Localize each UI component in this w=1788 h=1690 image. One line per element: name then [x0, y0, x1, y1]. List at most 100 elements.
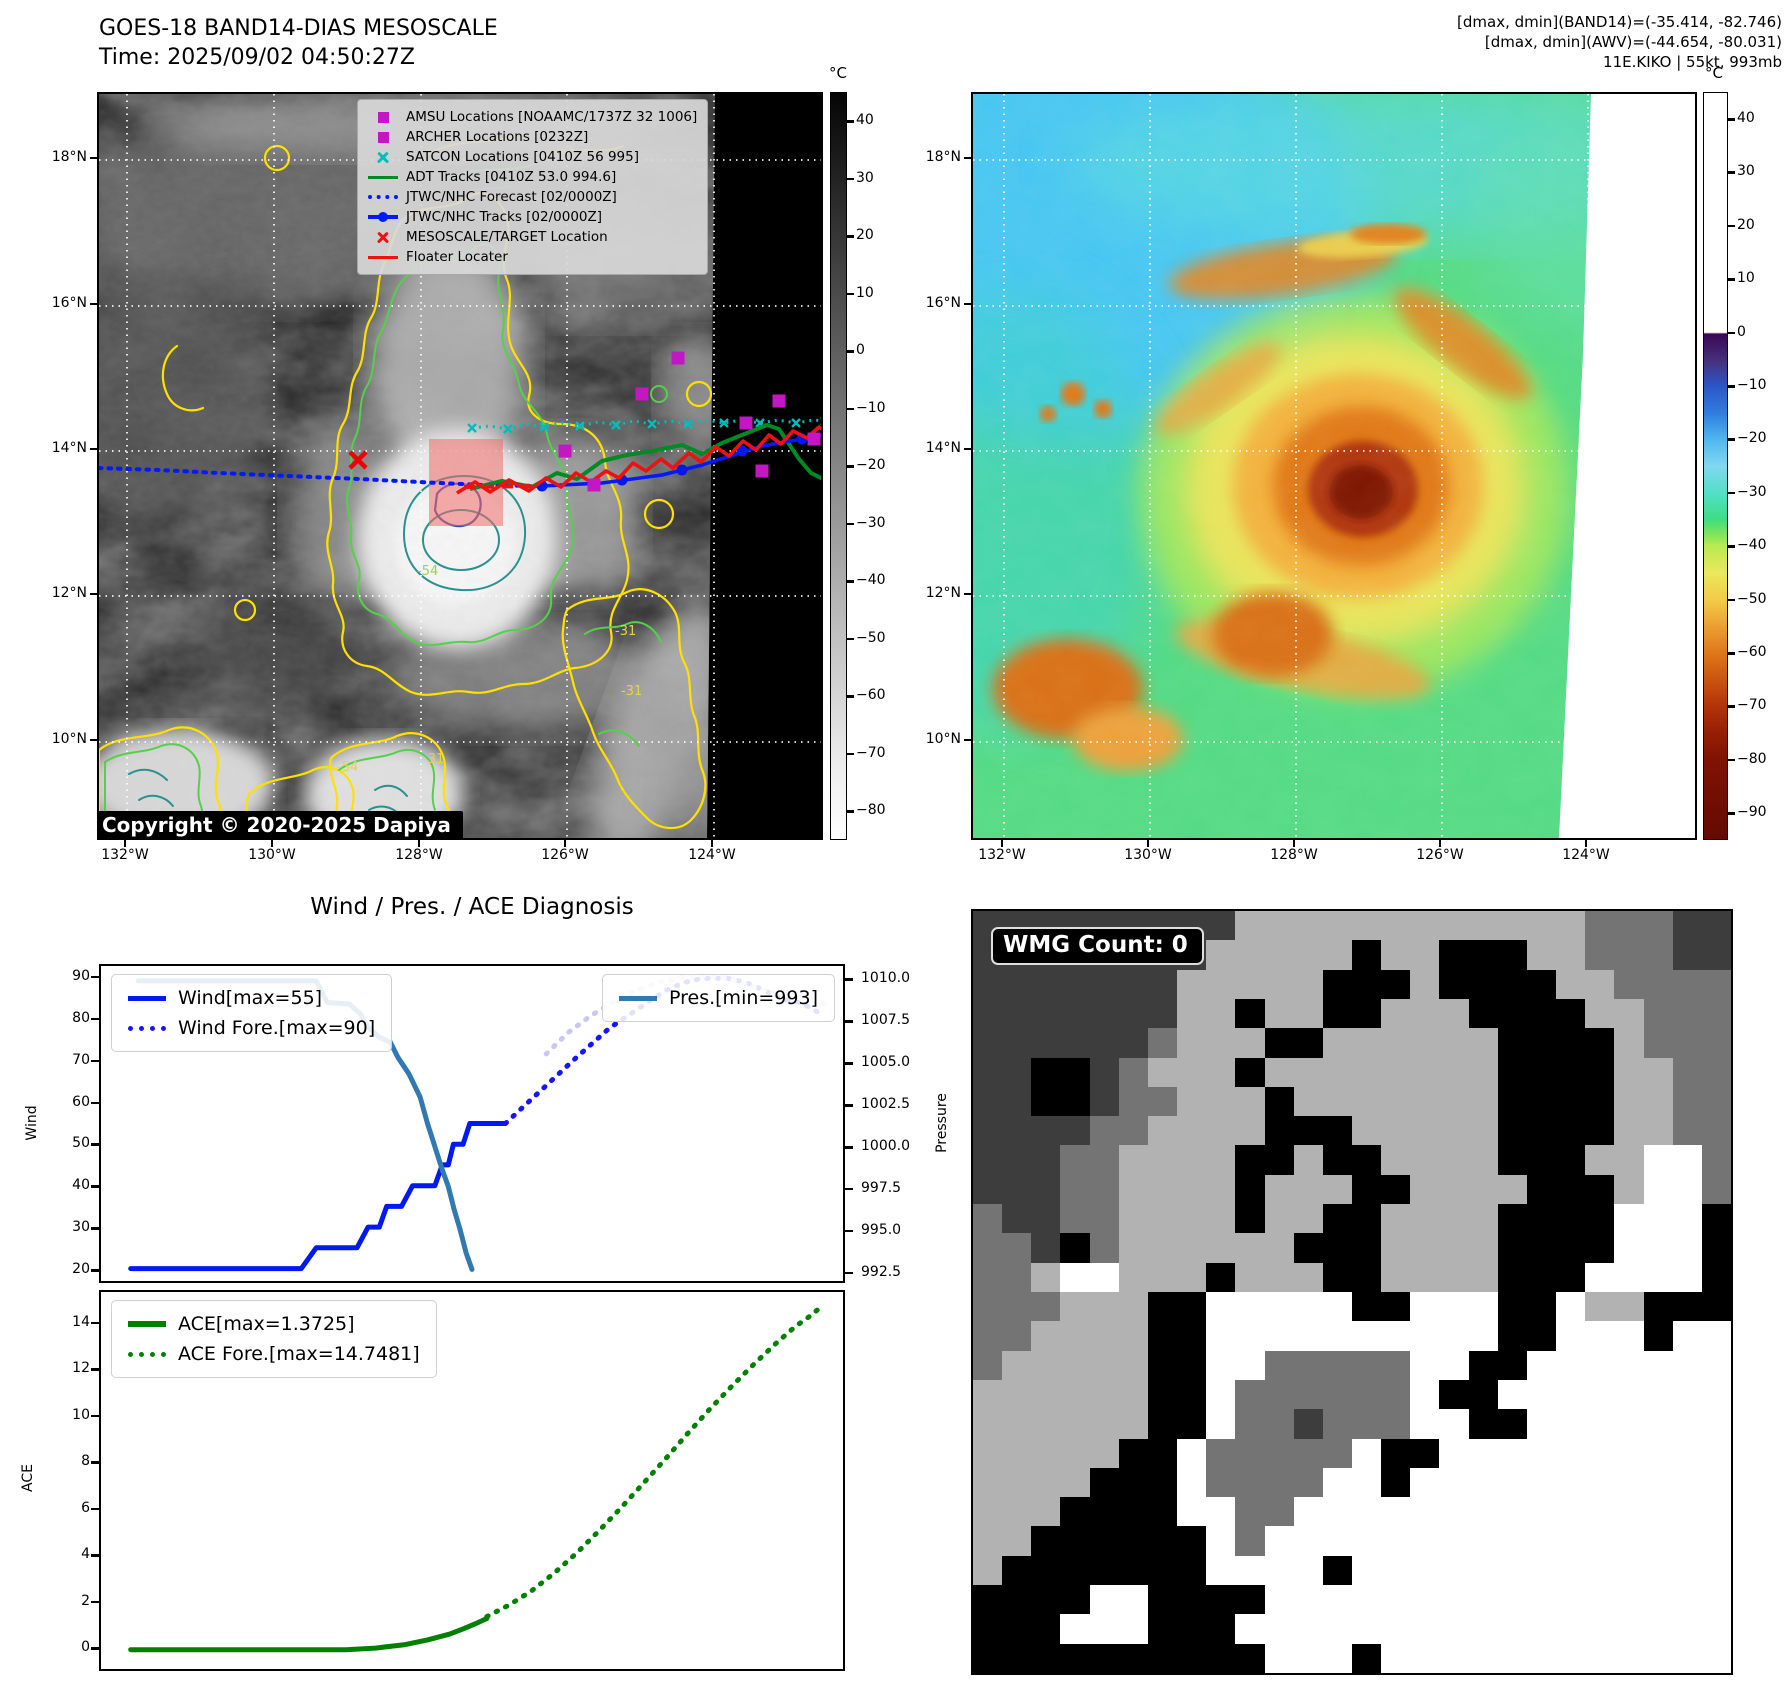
wmg-cell	[1031, 1086, 1061, 1117]
tick-mark	[418, 840, 420, 847]
wmg-cell	[1672, 1233, 1702, 1263]
wmg-cell	[1556, 1204, 1586, 1234]
wmg-cell	[1002, 1262, 1032, 1292]
contour-label: -31	[615, 624, 637, 639]
wmg-cell	[1264, 1321, 1294, 1351]
wmg-cell	[1264, 1262, 1294, 1292]
legend-label-archer: ARCHER Locations [0232Z]	[406, 129, 589, 145]
wmg-cell	[1614, 1409, 1644, 1439]
wmg-cell	[1614, 998, 1644, 1029]
wmg-cell	[1410, 940, 1440, 970]
wmg-cell	[1060, 1028, 1090, 1058]
band14-colorbar-tick: −60	[856, 687, 886, 704]
wmg-cell	[1585, 911, 1615, 941]
wmg-cell	[1177, 1497, 1207, 1527]
wmg-cell	[1002, 1526, 1032, 1556]
wmg-cell	[1585, 998, 1615, 1029]
wmg-cell	[1352, 1174, 1382, 1205]
wmg-cell	[1672, 1116, 1702, 1146]
tick-mark	[1728, 812, 1735, 815]
tick-mark	[964, 448, 971, 450]
wmg-cell	[1089, 1350, 1119, 1380]
wmg-cell	[1439, 1350, 1469, 1380]
tick-mark	[1728, 758, 1735, 762]
tick-mark	[964, 739, 971, 741]
pressure-ytick: 997.5	[861, 1179, 902, 1196]
wmg-cell	[1410, 998, 1440, 1029]
wmg-cell	[1468, 1555, 1498, 1586]
tick-mark	[91, 1185, 99, 1188]
wmg-cell	[1468, 1321, 1498, 1351]
wmg-cell	[973, 1086, 1003, 1117]
wmg-cell	[1118, 1262, 1148, 1292]
ace-ytick: 10	[72, 1406, 90, 1423]
wmg-cell	[1614, 1438, 1644, 1468]
wmg-cell	[1235, 1233, 1265, 1263]
wmg-cell	[1410, 1028, 1440, 1058]
ACE[max=1.3725]-line	[128, 1616, 490, 1653]
legend-label-satcon: SATCON Locations [0410Z 56 995]	[406, 149, 639, 165]
wmg-cell	[1118, 1321, 1148, 1351]
wmg-cell	[1060, 1174, 1090, 1205]
wmg-cell	[1206, 1233, 1236, 1263]
wind-ytick: 80	[72, 1009, 90, 1026]
lat-tick-label: 14°N	[51, 440, 87, 456]
wmg-cell	[1147, 1291, 1178, 1322]
wmg-cell	[1585, 1409, 1615, 1439]
wmg-cell	[1206, 1467, 1236, 1498]
wmg-cell	[1089, 1057, 1119, 1087]
wmg-cell	[1410, 1321, 1440, 1351]
wmg-cell	[1322, 1028, 1352, 1058]
wind-solid-swatch-icon	[128, 995, 166, 1001]
wmg-cell	[1643, 1643, 1673, 1673]
pressure-ytick: 1002.5	[861, 1096, 910, 1113]
wmg-cell	[1381, 969, 1411, 999]
wmg-cell	[1118, 969, 1148, 999]
wmg-cell	[1439, 1028, 1469, 1058]
wmg-cell	[1060, 1233, 1090, 1263]
wmg-cell	[1701, 1350, 1731, 1380]
wmg-cell	[1089, 1379, 1119, 1410]
wmg-cell	[1002, 1379, 1032, 1410]
wmg-cell	[1497, 1585, 1527, 1615]
wmg-cell	[1672, 1291, 1702, 1322]
wmg-cell	[1177, 1555, 1207, 1586]
wmg-cell	[1643, 1379, 1673, 1410]
wmg-cell	[1468, 1174, 1498, 1205]
wmg-cell	[1147, 1174, 1178, 1205]
wmg-cell	[1585, 1555, 1615, 1586]
wmg-cell	[1322, 1233, 1352, 1263]
wmg-cell	[1497, 1204, 1527, 1234]
wmg-cell	[1468, 940, 1498, 970]
wmg-cell	[1002, 1057, 1032, 1087]
wmg-cell	[1235, 998, 1265, 1029]
tick-mark	[711, 840, 713, 847]
wmg-cell	[1701, 1028, 1731, 1058]
wmg-cell	[1614, 940, 1644, 970]
wmg-cell	[1556, 940, 1586, 970]
wmg-panel: WMG Count: 0	[971, 909, 1733, 1675]
tick-mark	[564, 840, 566, 847]
wmg-cell	[1381, 1585, 1411, 1615]
wmg-cell	[1177, 1467, 1207, 1498]
wmg-cell	[1585, 1145, 1615, 1175]
wmg-cell	[1118, 1379, 1148, 1410]
tick-mark	[847, 350, 854, 353]
wmg-cell	[1147, 1204, 1178, 1234]
wmg-cell	[1585, 1321, 1615, 1351]
wmg-cell	[1352, 1057, 1382, 1087]
wmg-cell	[1002, 1350, 1032, 1380]
wmg-cell	[1643, 1291, 1673, 1322]
wmg-cell	[1439, 1555, 1469, 1586]
wmg-cell	[1322, 1585, 1352, 1615]
wmg-cell	[1614, 1526, 1644, 1556]
wmg-cell	[973, 1526, 1003, 1556]
wmg-cell	[1118, 1174, 1148, 1205]
pressure-ytick: 1007.5	[861, 1012, 910, 1029]
amsu-location-square	[807, 432, 821, 446]
wmg-cell	[1352, 1643, 1382, 1673]
wmg-cell	[1031, 1438, 1061, 1468]
wmg-cell	[1497, 1057, 1527, 1087]
wmg-cell	[1089, 1204, 1119, 1234]
